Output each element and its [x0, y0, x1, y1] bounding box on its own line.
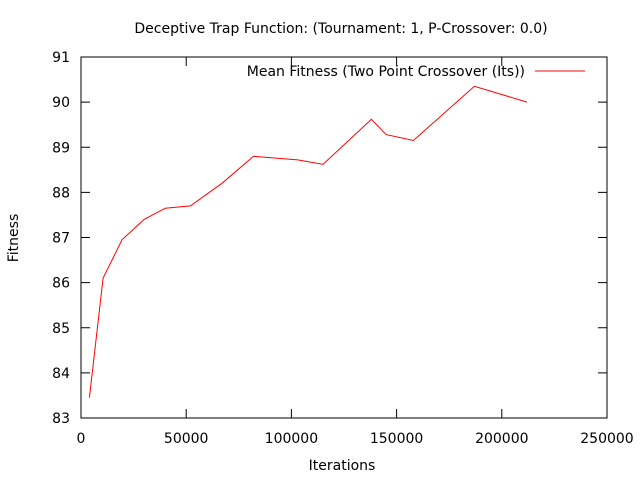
- x-tick-label: 100000: [265, 431, 318, 447]
- y-tick-label: 90: [52, 95, 70, 111]
- axis-ticks: 83 84 85 86 87 88 89 90 91 0 50000 100000 150000 2000…: [52, 50, 634, 447]
- y-tick-label: 83: [52, 411, 70, 427]
- y-tick-label: 84: [52, 366, 70, 382]
- y-tick-label: 89: [52, 140, 70, 156]
- x-tick-label: 200000: [475, 431, 528, 447]
- y-tick-label: 87: [52, 231, 70, 247]
- y-tick-label: 88: [52, 185, 70, 201]
- x-axis-label: Iterations: [309, 458, 376, 474]
- x-tick-label: 0: [77, 431, 86, 447]
- x-tick-label: 150000: [370, 431, 423, 447]
- y-tick-label: 91: [52, 50, 70, 66]
- plot-border: [80, 56, 608, 419]
- y-axis-label: Fitness: [6, 214, 22, 263]
- chart-title: Deceptive Trap Function: (Tournament: 1,…: [134, 21, 547, 37]
- x-tick-label: 250000: [580, 431, 633, 447]
- x-tick-label: 50000: [164, 431, 209, 447]
- y-tick-label: 85: [52, 321, 70, 337]
- y-tick-label: 86: [52, 276, 70, 292]
- legend-label: Mean Fitness (Two Point Crossover (Its)): [247, 64, 525, 80]
- series-line: [88, 85, 528, 398]
- legend: Mean Fitness (Two Point Crossover (Its)): [247, 64, 585, 80]
- series-layer: [88, 85, 528, 398]
